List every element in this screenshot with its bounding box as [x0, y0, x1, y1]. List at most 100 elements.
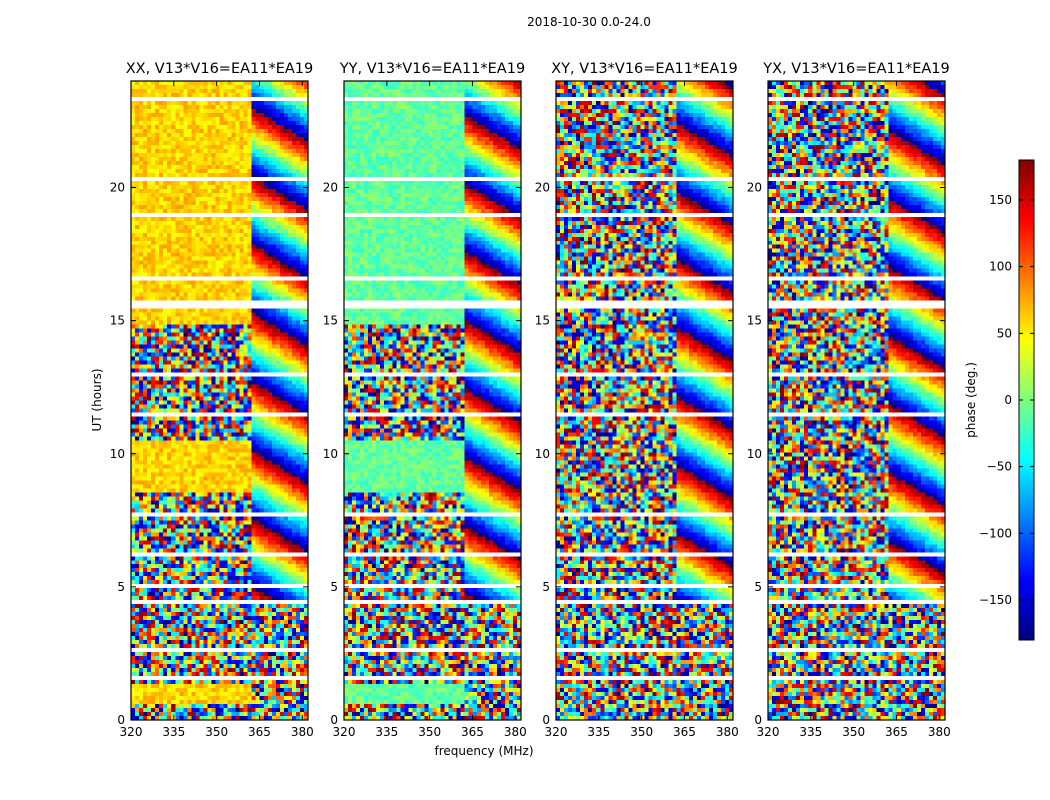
phase-cell: [139, 217, 144, 222]
phase-cell: [167, 109, 172, 114]
phase-cell: [240, 169, 245, 174]
phase-cell: [195, 125, 200, 130]
phase-cell: [228, 169, 233, 174]
phase-cell: [191, 109, 196, 114]
phase-cell: [224, 89, 229, 94]
phase-cell: [187, 105, 192, 110]
phase-cell: [224, 169, 229, 174]
phase-cell: [296, 141, 301, 146]
phase-cell: [264, 209, 269, 214]
phase-cell: [260, 153, 265, 158]
phase-cell: [276, 81, 281, 86]
phase-cell: [135, 153, 140, 158]
phase-cell: [191, 193, 196, 198]
phase-cell: [284, 133, 289, 138]
phase-cell: [211, 157, 216, 162]
phase-cell: [260, 117, 265, 122]
phase-cell: [300, 193, 305, 198]
phase-cell: [131, 109, 136, 114]
phase-cell: [264, 105, 269, 110]
phase-cell: [139, 161, 144, 166]
phase-cell: [284, 117, 289, 122]
phase-cell: [220, 209, 225, 214]
phase-cell: [163, 117, 168, 122]
phase-cell: [272, 181, 277, 186]
phase-cell: [187, 81, 192, 86]
phase-cell: [244, 109, 249, 114]
phase-cell: [268, 145, 273, 150]
phase-cell: [211, 85, 216, 90]
phase-cell: [183, 157, 188, 162]
phase-cell: [151, 157, 156, 162]
phase-cell: [131, 209, 136, 214]
phase-cell: [139, 113, 144, 118]
phase-cell: [187, 185, 192, 190]
phase-cell: [220, 113, 225, 118]
phase-cell: [248, 169, 253, 174]
phase-cell: [207, 149, 212, 154]
phase-cell: [143, 85, 148, 90]
phase-cell: [280, 89, 285, 94]
phase-cell: [199, 165, 204, 170]
phase-cell: [135, 113, 140, 118]
phase-cell: [280, 109, 285, 114]
phase-cell: [232, 117, 237, 122]
phase-cell: [159, 101, 164, 106]
phase-cell: [224, 201, 229, 206]
phase-cell: [211, 113, 216, 118]
phase-cell: [284, 85, 289, 90]
phase-cell: [143, 133, 148, 138]
phase-cell: [135, 129, 140, 134]
phase-cell: [244, 169, 249, 174]
phase-cell: [292, 157, 297, 162]
phase-cell: [147, 125, 152, 130]
phase-cell: [211, 117, 216, 122]
phase-cell: [203, 197, 208, 202]
phase-cell: [264, 137, 269, 142]
phase-cell: [236, 181, 241, 186]
phase-cell: [272, 173, 277, 178]
phase-cell: [183, 169, 188, 174]
phase-cell: [147, 201, 152, 206]
phase-cell: [236, 189, 241, 194]
phase-cell: [211, 205, 216, 210]
phase-cell: [159, 205, 164, 210]
phase-cell: [300, 109, 305, 114]
phase-cell: [131, 117, 136, 122]
phase-cell: [143, 181, 148, 186]
phase-cell: [163, 145, 168, 150]
phase-cell: [155, 93, 160, 98]
phase-cell: [151, 161, 156, 166]
phase-cell: [284, 101, 289, 106]
phase-cell: [135, 85, 140, 90]
phase-cell: [296, 81, 301, 86]
phase-cell: [236, 161, 241, 166]
phase-cell: [260, 197, 265, 202]
phase-cell: [195, 113, 200, 118]
phase-cell: [175, 189, 180, 194]
phase-cell: [288, 109, 293, 114]
phase-cell: [268, 137, 273, 142]
phase-cell: [159, 173, 164, 178]
phase-cell: [187, 205, 192, 210]
phase-cell: [179, 185, 184, 190]
phase-cell: [248, 197, 253, 202]
phase-cell: [187, 157, 192, 162]
phase-cell: [151, 181, 156, 186]
phase-cell: [228, 137, 233, 142]
phase-cell: [276, 141, 281, 146]
phase-cell: [183, 181, 188, 186]
phase-cell: [139, 133, 144, 138]
phase-cell: [195, 157, 200, 162]
phase-cell: [292, 201, 297, 206]
phase-cell: [135, 181, 140, 186]
phase-cell: [191, 205, 196, 210]
phase-cell: [244, 89, 249, 94]
phase-cell: [183, 129, 188, 134]
phase-cell: [280, 137, 285, 142]
phase-cell: [191, 113, 196, 118]
phase-cell: [236, 201, 241, 206]
phase-cell: [268, 169, 273, 174]
phase-cell: [252, 169, 257, 174]
phase-cell: [224, 113, 229, 118]
